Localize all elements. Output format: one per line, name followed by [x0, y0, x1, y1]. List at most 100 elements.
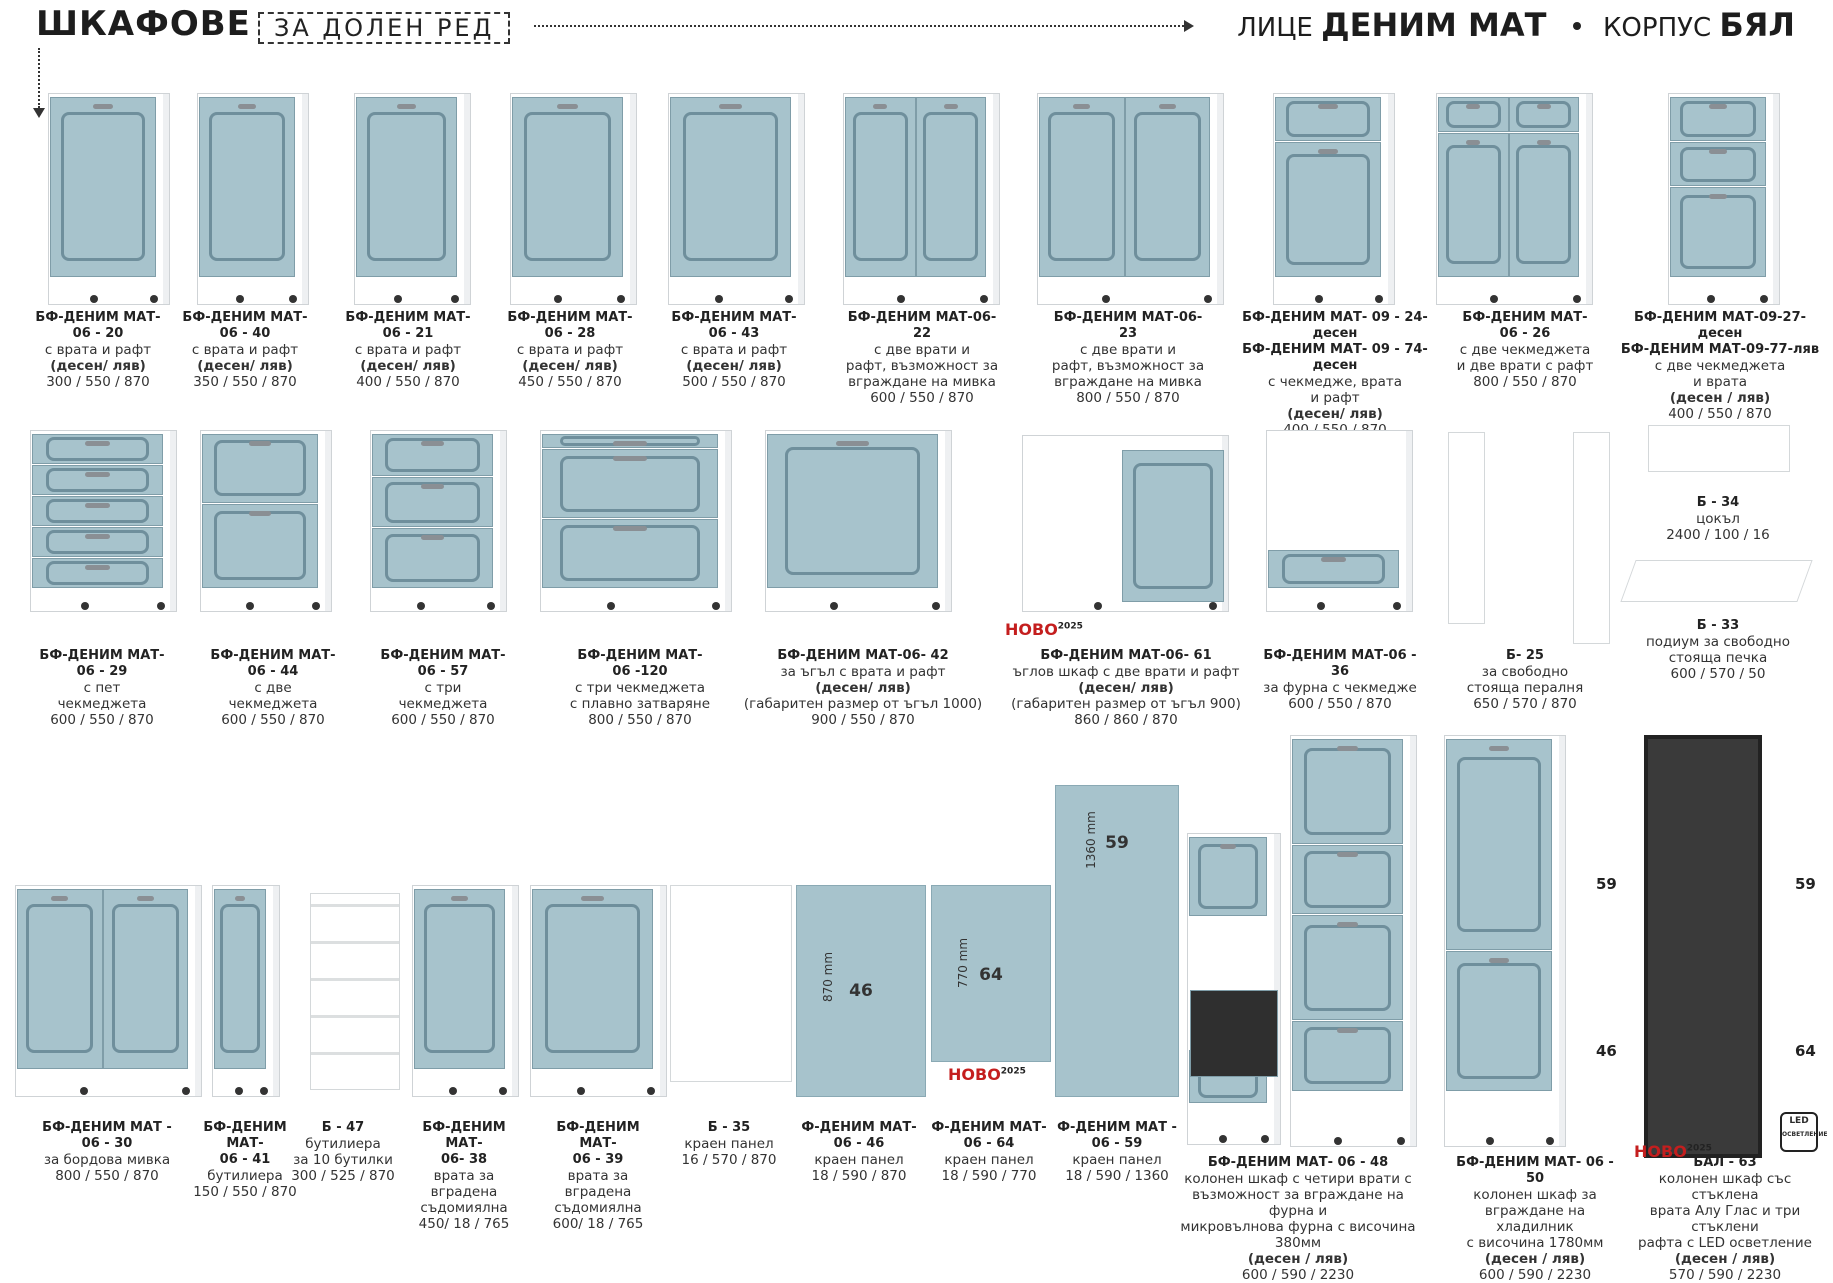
leg-icon: [980, 295, 988, 303]
raised-panel: [45, 499, 150, 523]
raised-panel: [560, 455, 700, 512]
product-dimensions: 18 / 590 / 770: [941, 1168, 1037, 1184]
cabinet-front: [202, 503, 318, 588]
leg-icon: [79, 1087, 88, 1095]
product-description: за 10 бутилки: [293, 1152, 393, 1168]
product-caption: БФ-ДЕНИМ МАТ- 06 - 44 с две чекмеджета 600 /…: [186, 648, 361, 728]
handle-icon: [580, 896, 605, 901]
raised-panel: [523, 112, 612, 262]
product-dimensions: 600 / 590 / 2230: [1478, 1267, 1592, 1283]
body-value: БЯЛ: [1719, 6, 1795, 44]
cabinet-front: [1292, 915, 1403, 1021]
product-code: Б - 34: [1696, 495, 1740, 510]
material-info: ЛИЦЕ ДЕНИМ МАТ КОРПУС БЯЛ: [1237, 6, 1795, 44]
product-description: с плавно затваряне: [569, 696, 711, 712]
washer-side-panel: [1573, 432, 1610, 644]
product-code: БФ-ДЕНИМ МАТ-: [380, 648, 506, 663]
panel-height: 770 mm: [956, 937, 971, 989]
product-code: 06 - 41: [219, 1152, 271, 1167]
product-description: с врата и рафт: [516, 342, 624, 358]
side-panel-number: 64: [1795, 1042, 1816, 1060]
end-panel-64: 64 770 mm: [931, 885, 1051, 1062]
cabinet-front: [372, 528, 493, 588]
handle-icon: [84, 564, 111, 570]
raised-panel: [209, 112, 285, 262]
product-code: 06- 38: [440, 1152, 488, 1167]
new-badge: НОВО2025: [948, 1065, 1026, 1084]
product-caption: Б - 35 краен панел 16 / 570 / 870: [674, 1120, 784, 1168]
product-description: за свободно: [1481, 664, 1569, 680]
product-caption: БФ-ДЕНИМ МАТ-06- 61 ъглов шкаф с две врат…: [1006, 648, 1246, 728]
product-code: БФ-ДЕНИМ МАТ-: [507, 310, 633, 325]
leg-icon: [1219, 1135, 1228, 1143]
plinth-board: [1648, 425, 1790, 472]
new-year: 2025: [1686, 1143, 1712, 1154]
leg-icon: [235, 295, 244, 303]
end-panel-46: 46 870 mm: [796, 885, 926, 1097]
product-code: 06 - 43: [708, 326, 760, 341]
handle-icon: [1536, 140, 1551, 146]
product-dimensions: 570 / 590 / 2230: [1668, 1267, 1782, 1283]
product-code: БФ-ДЕНИМ МАТ-09-77-ляв: [1620, 342, 1820, 357]
product-code: Б - 35: [707, 1120, 751, 1135]
product-caption: БФ-ДЕНИМ МАТ- 06 - 43 с врата и рафт (десен…: [649, 310, 819, 390]
handle-icon: [1336, 1028, 1359, 1034]
product-code: 06 -120: [612, 664, 668, 679]
product-caption: БАЛ - 63 колонен шкаф със стъклена врата А…: [1625, 1155, 1825, 1283]
product-description: стояща печка: [1668, 650, 1768, 666]
leg-icon: [1486, 1137, 1494, 1145]
handle-icon: [1317, 104, 1339, 109]
cabinet-front: [542, 449, 718, 519]
handle-icon: [1488, 957, 1510, 963]
product-description: с врата и рафт: [354, 342, 462, 358]
product-code: 06 - 40: [219, 326, 271, 341]
product-description: с две чекмеджета: [1459, 342, 1591, 358]
product-code: БФ-ДЕНИМ МАТ-: [577, 648, 703, 663]
product-code: БФ-ДЕНИМ МАТ- 06 - 50: [1456, 1155, 1614, 1186]
product-orientation: (десен / ляв): [1247, 1251, 1349, 1267]
product-code: БФ-ДЕНИМ МАТ-: [203, 1120, 287, 1151]
product-dimensions: 650 / 570 / 870: [1473, 696, 1577, 712]
oven-icon: [1190, 990, 1278, 1077]
product-dimensions: 500 / 550 / 870: [682, 374, 786, 390]
raised-panel: [1680, 195, 1756, 269]
product-dimensions: 600 / 590 / 2230: [1241, 1267, 1355, 1283]
product-orientation: (десен/ ляв): [522, 358, 618, 374]
handle-icon: [612, 441, 648, 446]
product-dimensions: 450 / 550 / 870: [518, 374, 622, 390]
raised-panel: [1303, 1027, 1392, 1085]
leg-icon: [712, 602, 720, 610]
cabinet-front: [1292, 1021, 1403, 1091]
raised-panel: [45, 561, 150, 585]
raised-panel: [560, 525, 700, 582]
new-badge: НОВО2025: [1005, 620, 1083, 639]
leg-icon: [1101, 295, 1110, 303]
product-code: 06 - 39: [572, 1152, 624, 1167]
side-panel-number: 46: [1596, 1042, 1617, 1060]
product-description: врата за: [567, 1168, 629, 1184]
leg-icon: [312, 602, 320, 610]
page-header: ШКАФОВЕ ЗА ДОЛЕН РЕД ЛИЦЕ ДЕНИМ МАТ КОРП…: [0, 0, 1833, 118]
product-description: съдомиялна: [554, 1200, 642, 1216]
product-description: вграждане на хладилник: [1484, 1203, 1586, 1235]
product-description: краен панел: [944, 1152, 1034, 1168]
handle-icon: [1708, 104, 1728, 109]
handle-icon: [84, 502, 111, 508]
product-caption: Б - 33 подиум за свободно стояща печка 600 …: [1631, 618, 1806, 682]
raised-panel: [1445, 145, 1501, 265]
raised-panel: [1048, 112, 1116, 262]
leg-icon: [182, 1087, 190, 1095]
product-caption: БФ-ДЕНИМ МАТ-06- 42 за ъгъл с врата и раф…: [743, 648, 983, 728]
product-caption: БФ-ДЕНИМ МАТ- 06 - 21 с врата и рафт (десен…: [323, 310, 493, 390]
product-description: с две врати и: [1079, 342, 1177, 358]
handle-icon: [1488, 746, 1510, 751]
led-sub: ОСВЕТЛЕНИЕ: [1782, 1131, 1828, 1138]
product-caption: Б- 25 за свободно стояща пералня 650 / 570 …: [1438, 648, 1613, 712]
cabinet-front: [32, 526, 163, 557]
cabinet-front: [17, 889, 103, 1069]
product-caption: БФ-ДЕНИМ МАТ- 06 - 41 бутилиера 150 / 550 /…: [190, 1120, 300, 1200]
product-code: 06 - 21: [382, 326, 434, 341]
product-code: БФ-ДЕНИМ МАТ-: [182, 310, 308, 325]
product-code: 06 - 28: [544, 326, 596, 341]
row-badge: ЗА ДОЛЕН РЕД: [258, 12, 511, 44]
